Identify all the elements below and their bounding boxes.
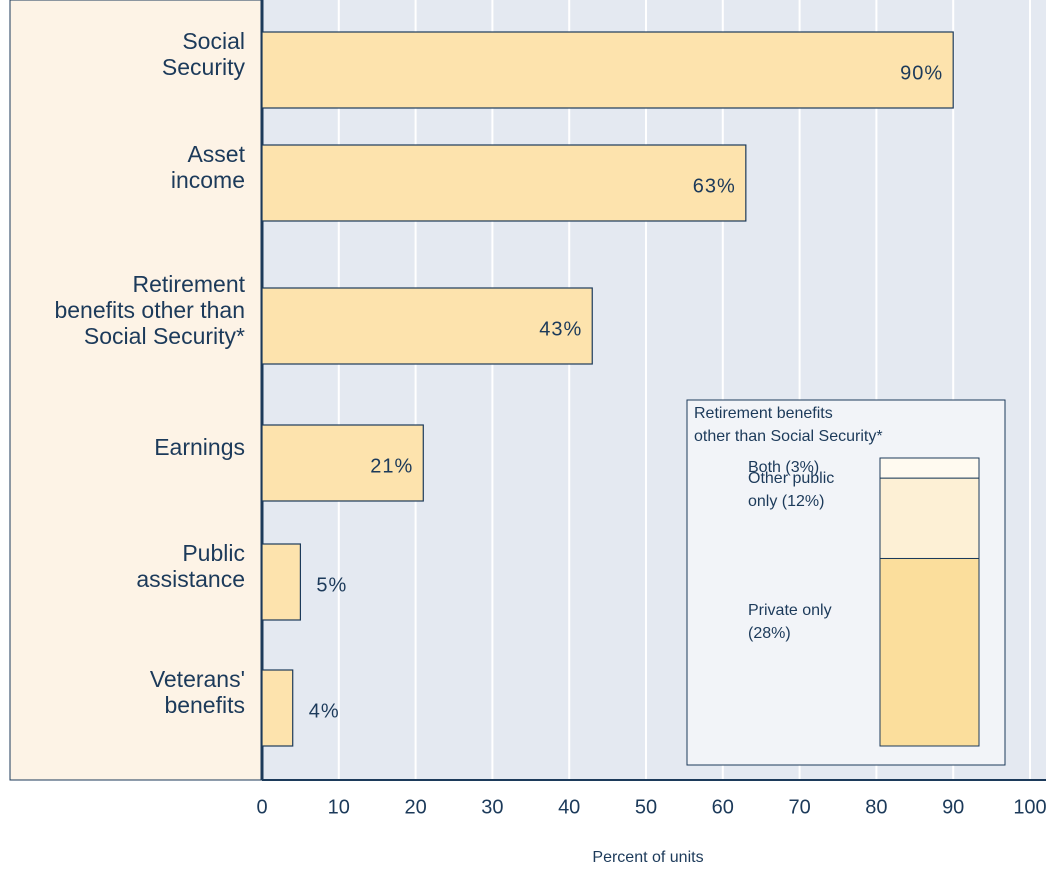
x-axis-label: Percent of units — [592, 849, 703, 866]
category-label: Security — [162, 54, 246, 80]
inset-title: other than Social Security* — [694, 428, 883, 445]
x-tick-label: 0 — [256, 796, 267, 818]
bar — [261, 424, 424, 502]
x-tick-label: 80 — [865, 796, 887, 818]
x-tick-label: 40 — [558, 796, 580, 818]
x-tick-label: 60 — [712, 796, 734, 818]
x-tick-label: 100 — [1013, 796, 1046, 818]
x-tick-label: 70 — [788, 796, 810, 818]
x-tick-label: 20 — [404, 796, 426, 818]
category-label: assistance — [136, 566, 245, 592]
x-tick-label: 90 — [942, 796, 964, 818]
bar — [261, 31, 954, 109]
stack-segment — [879, 477, 980, 559]
stack-segment — [879, 557, 980, 747]
value-label: 90% — [900, 62, 943, 84]
inset-title: Retirement benefits — [694, 405, 833, 422]
bar — [261, 144, 747, 222]
category-label: Earnings — [154, 434, 245, 460]
category-label: income — [171, 167, 245, 193]
value-label: 43% — [539, 318, 582, 340]
x-tick-label: 50 — [635, 796, 657, 818]
segment-label: Both (3%) — [748, 459, 819, 476]
category-label: Public — [182, 540, 245, 566]
x-tick-label: 30 — [481, 796, 503, 818]
category-label: Social — [182, 28, 245, 54]
segment-label: only (12%) — [748, 493, 824, 510]
stack-segment — [879, 457, 980, 479]
x-tick-label: 10 — [328, 796, 350, 818]
category-label: Social Security* — [84, 323, 245, 349]
category-label: benefits other than — [54, 297, 245, 323]
bar — [261, 287, 593, 365]
segment-label: Private only — [748, 602, 832, 619]
value-label: 63% — [693, 175, 736, 197]
category-label: Veterans' — [150, 666, 245, 692]
category-label: Retirement — [133, 271, 246, 297]
label-panel — [9, 0, 263, 781]
bar — [261, 669, 294, 747]
value-label: 4% — [309, 700, 340, 722]
segment-label: Other public — [748, 470, 834, 487]
value-label: 21% — [370, 455, 413, 477]
category-label: benefits — [164, 692, 245, 718]
bar — [261, 543, 302, 621]
category-label: Asset — [187, 141, 245, 167]
value-label: 5% — [316, 574, 347, 596]
segment-label: (28%) — [748, 625, 791, 642]
